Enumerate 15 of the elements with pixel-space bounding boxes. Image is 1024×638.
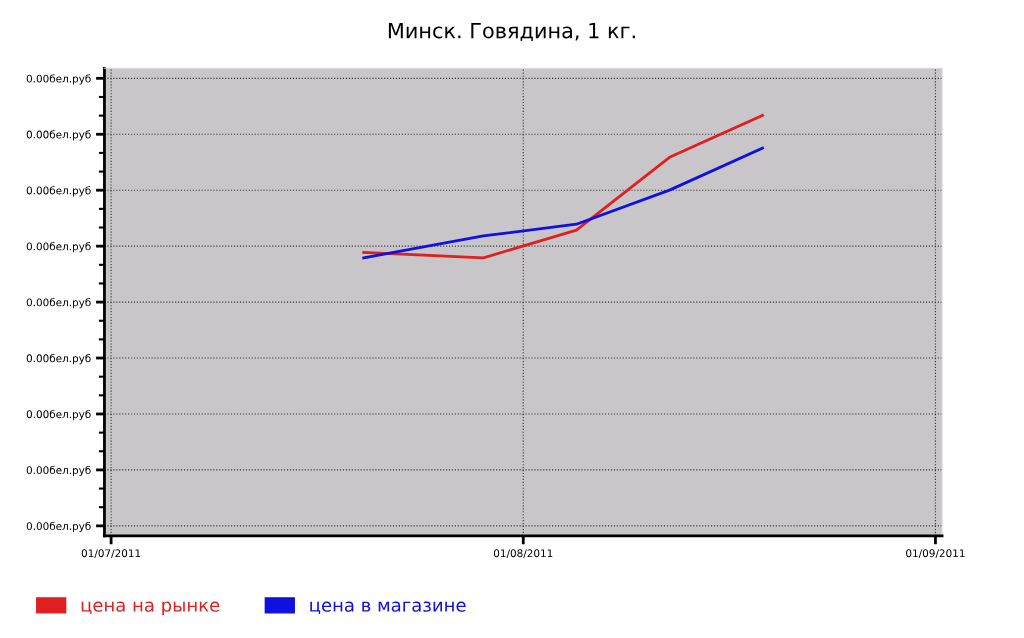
text: 0.00бел.руб: [26, 242, 91, 253]
text: 0.00бел.руб: [26, 409, 91, 421]
text: 0.00бел.руб: [26, 298, 91, 309]
chart-title: Минск. Говядина, 1 кг.: [388, 22, 635, 42]
text: 0.00бел.руб: [26, 465, 91, 477]
text: 0.00бел.руб: [26, 521, 91, 533]
text: 0.00бел.руб: [26, 186, 91, 197]
text: 0.00бел.руб: [26, 74, 91, 85]
x-tick-label: 01/08/2011: [493, 549, 553, 558]
text: 0.00бел.руб: [26, 130, 91, 141]
x-tick-label: 01/07/2011: [81, 549, 141, 558]
legend-label: цена на рынке: [81, 601, 220, 616]
x-tick-label: 01/09/2011: [906, 549, 965, 558]
text: 0.00бел.руб: [26, 353, 91, 365]
legend-label: цена в магазине: [310, 601, 466, 615]
